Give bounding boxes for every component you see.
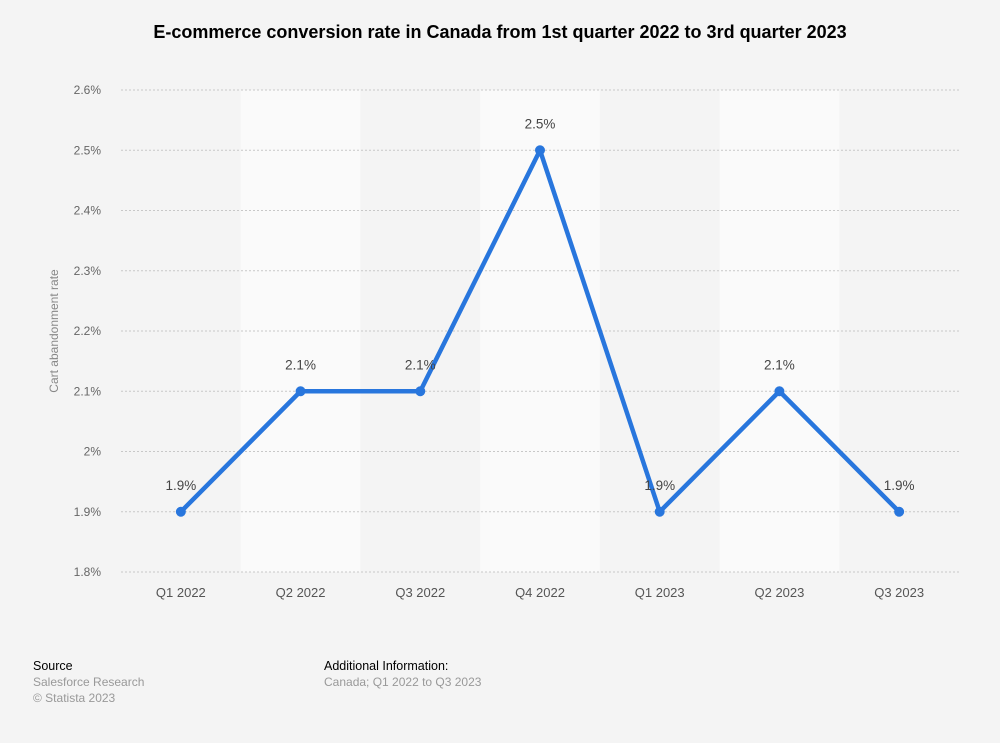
category-band [480,90,600,572]
data-point [654,506,665,517]
data-point [774,386,785,397]
data-point [535,145,545,156]
data-label: 2.5% [525,116,556,131]
data-point [175,506,186,517]
y-axis-label: Cart abandonment rate [47,269,61,393]
x-tick-label: Q4 2022 [515,585,565,600]
data-point [415,386,426,397]
info-text: Canada; Q1 2022 to Q3 2023 [324,675,482,689]
x-tick-label: Q1 2023 [635,585,685,600]
y-tick-label: 1.8% [74,565,102,579]
copyright: © Statista 2023 [33,691,116,705]
x-tick-label: Q1 2022 [156,585,206,600]
y-tick-label: 2.6% [74,83,102,97]
y-tick-label: 2.3% [74,264,102,278]
source-heading: Source [33,659,73,673]
category-band [719,90,840,572]
y-tick-label: 2% [84,445,102,459]
y-tick-label: 2.5% [74,143,102,157]
source-block: Source Salesforce Research © Statista 20… [33,658,144,706]
x-tick-label: Q3 2023 [874,585,924,600]
x-tick-label: Q2 2022 [276,585,326,600]
data-label: 1.9% [884,478,915,493]
data-label: 1.9% [644,478,675,493]
data-point [295,386,306,397]
data-label: 2.1% [405,357,436,372]
x-tick-label: Q3 2022 [395,585,445,600]
source-link[interactable]: Salesforce Research [33,675,145,689]
data-point [894,506,905,517]
y-tick-label: 2.4% [74,204,102,218]
category-band [240,90,361,572]
additional-info-block: Additional Information: Canada; Q1 2022 … [324,658,481,690]
y-tick-label: 1.9% [74,505,102,519]
data-label: 1.9% [165,478,196,493]
chart-title: E-commerce conversion rate in Canada fro… [153,22,847,42]
y-tick-label: 2.2% [74,324,102,338]
x-tick-label: Q2 2023 [754,585,804,600]
y-tick-label: 2.1% [74,384,102,398]
info-heading: Additional Information: [324,659,449,673]
data-label: 2.1% [764,357,795,372]
data-label: 2.1% [285,357,316,372]
